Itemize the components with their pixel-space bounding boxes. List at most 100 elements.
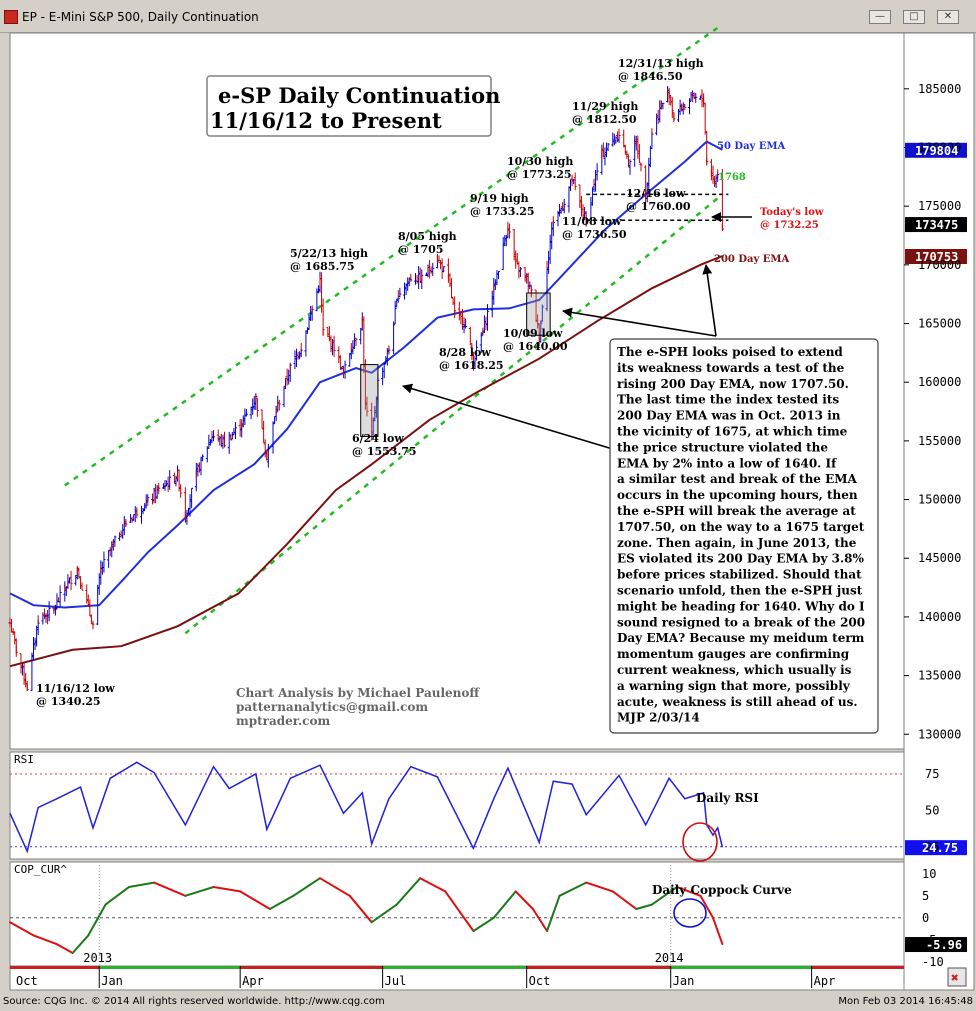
annotation-label: 10/30 high xyxy=(507,155,573,168)
annotation-label: 9/19 high xyxy=(470,192,529,205)
scroll-corner-button[interactable] xyxy=(947,967,967,987)
annotation-label: @ 1640.00 xyxy=(503,340,568,353)
chart-title-line1: e-SP Daily Continuation xyxy=(218,83,500,108)
time-axis-band xyxy=(240,966,383,969)
commentary-line: zone. Then again, in June 2013, the xyxy=(617,536,857,550)
ema200-line xyxy=(9,255,723,668)
time-tick-label: Oct xyxy=(16,974,38,988)
coppock-segment xyxy=(531,908,549,932)
coppock-segment xyxy=(711,916,724,946)
annotation-label: 11/08 low xyxy=(562,215,622,228)
credit-email: patternanalytics@gmail.com xyxy=(236,700,428,714)
commentary-line: MJP 2/03/14 xyxy=(617,711,700,725)
coppock-segment xyxy=(444,890,475,932)
commentary-line: current weakness, which usually is xyxy=(617,663,852,677)
close-button[interactable]: ✕ xyxy=(937,10,959,24)
coppock-segment xyxy=(55,943,74,954)
commentary-line: a similar test and break of the EMA xyxy=(617,472,858,486)
price-tick-label: 135000 xyxy=(918,669,961,683)
rsi-tick-label: 75 xyxy=(925,767,939,781)
rsi-annotation: Daily RSI xyxy=(696,791,759,805)
coppock-segment xyxy=(492,890,517,919)
coppock-highlight-circle xyxy=(673,898,707,928)
coppock-last-value: -5.96 xyxy=(926,938,962,952)
annotation-label: @ 1773.25 xyxy=(507,168,572,181)
time-axis-band xyxy=(670,966,812,969)
coppock-segment xyxy=(292,877,322,897)
commentary-line: momentum gauges are confirming xyxy=(617,647,850,661)
annotation-label: 200 Day EMA xyxy=(714,254,789,265)
coppock-segment xyxy=(514,890,534,910)
annotation-label: @ 1736.50 xyxy=(562,228,627,241)
coppock-segment xyxy=(184,886,215,897)
coppock-segment xyxy=(212,886,242,893)
coppock-segment xyxy=(104,886,130,906)
highlight-box xyxy=(360,364,379,437)
coppock-tick-label: 10 xyxy=(922,867,936,881)
coppock-segment xyxy=(472,916,495,932)
footer: Source: CQG Inc. © 2014 All rights reser… xyxy=(0,994,976,1011)
price-tag-bg xyxy=(905,217,967,233)
chart-title-line2: 11/16/12 to Present xyxy=(210,108,442,133)
annotation-label: 11/16/12 low xyxy=(36,682,115,695)
rsi-last-tag-bg xyxy=(905,840,967,856)
time-axis-band xyxy=(382,966,527,969)
commentary-line: The e-SPH looks poised to extend xyxy=(617,345,843,359)
annotation-label: @ 1553.75 xyxy=(352,445,417,458)
coppock-segment xyxy=(268,894,295,910)
rsi-line xyxy=(9,761,724,854)
price-tag: 179804 xyxy=(915,144,958,158)
timestamp: Mon Feb 03 2014 16:45:48 xyxy=(838,996,973,1007)
coppock-segment xyxy=(9,921,35,937)
year-label: 2014 xyxy=(655,951,684,965)
coppock-segment xyxy=(635,903,653,910)
annotation-label: 12/31/13 high xyxy=(618,57,704,70)
annotation-label: @ 1733.25 xyxy=(470,205,535,218)
price-tick-label: 150000 xyxy=(918,493,961,507)
rsi-tick-label: 50 xyxy=(925,803,939,817)
annotation-label: 8/05 high xyxy=(398,230,457,243)
time-tick-label: Jan xyxy=(673,974,695,988)
coppock-segment xyxy=(239,890,271,910)
coppock-annotation: Daily Coppock Curve xyxy=(652,883,792,897)
annotation-label: 11/29 high xyxy=(572,100,638,113)
commentary-line: Day EMA? Because my meidum term xyxy=(617,631,865,645)
coppock-panel xyxy=(9,861,905,967)
annotation-label: @ 1732.25 xyxy=(760,220,819,231)
annotation-label: 6/24 low xyxy=(352,432,404,445)
time-tick-label: Jan xyxy=(101,974,123,988)
commentary-line: The last time the index tested its xyxy=(617,393,839,407)
annotation-arrow xyxy=(402,383,617,451)
price-tag: 173475 xyxy=(915,218,958,232)
annotation-label: @ 1812.50 xyxy=(572,113,637,126)
commentary-line: the price structure violated the xyxy=(617,440,828,454)
time-tick-label: Apr xyxy=(814,974,836,988)
annotation-label: @ 1846.50 xyxy=(618,70,683,83)
coppock-segment xyxy=(585,881,614,893)
price-tag-bg xyxy=(905,142,967,158)
commentary-line: a warning sign that more, possibly xyxy=(617,679,851,693)
coppock-tick-label: -10 xyxy=(922,955,944,969)
commentary-line: before prices stabilized. Should that xyxy=(617,568,862,582)
time-axis-band xyxy=(811,966,904,969)
scroll-corner-icon[interactable]: ✖ xyxy=(951,971,959,986)
annotation-arrow xyxy=(702,264,717,337)
price-tick-label: 155000 xyxy=(918,434,961,448)
minimize-button[interactable]: — xyxy=(869,10,891,24)
annotation-label: 50 Day EMA xyxy=(717,141,786,152)
coppock-segment xyxy=(558,881,588,897)
time-tick-label: Oct xyxy=(529,974,551,988)
maximize-button[interactable]: □ xyxy=(903,10,925,24)
commentary-line: 200 Day EMA was in Oct. 2013 in xyxy=(617,409,841,423)
rsi-last-value: 24.75 xyxy=(922,841,958,855)
commentary-line: its weakness towards a test of the xyxy=(617,361,845,375)
commentary-line: the vicinity of 1675, at which time xyxy=(617,425,848,439)
commentary-line: EMA by 2% into a low of 1640. If xyxy=(617,456,837,470)
coppock-segment xyxy=(675,886,702,897)
coppock-tick-label: -5 xyxy=(922,933,936,947)
rsi-panel xyxy=(9,751,905,860)
annotation-label: 8/28 low xyxy=(439,346,491,359)
price-tick-label: 145000 xyxy=(918,551,961,565)
coppock-segment xyxy=(395,877,422,906)
